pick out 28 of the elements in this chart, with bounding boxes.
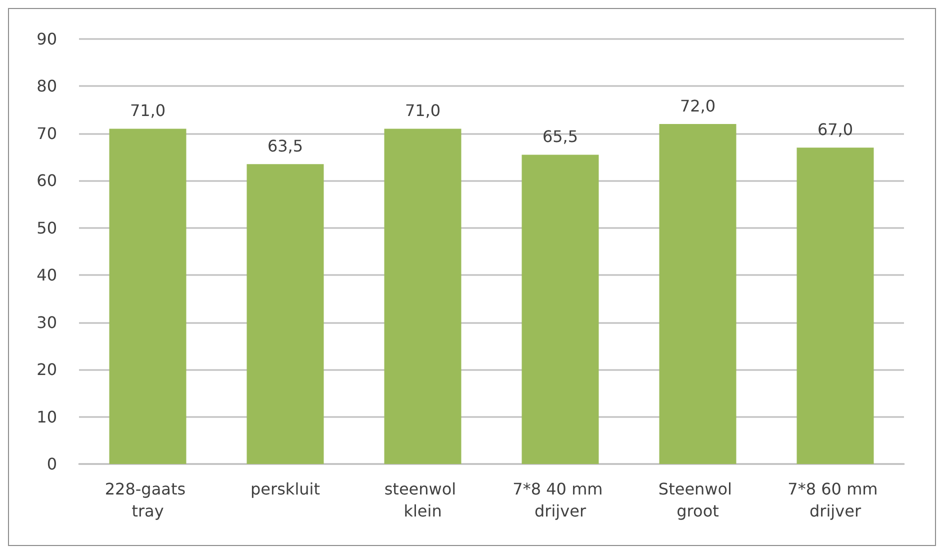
bar	[659, 124, 736, 464]
y-tick-label: 40	[36, 266, 57, 285]
bar	[796, 148, 874, 464]
y-tick-label: 0	[46, 454, 57, 474]
x-tick-label: steenwol klein	[384, 480, 462, 520]
data-label: 72,0	[680, 96, 716, 116]
bar	[522, 154, 599, 464]
data-label: 65,5	[542, 127, 578, 146]
data-label: 63,5	[267, 136, 304, 156]
data-label: 67,0	[817, 120, 854, 140]
y-tick-label: 20	[36, 360, 57, 380]
data-label: 71,0	[130, 101, 166, 120]
y-tick-label: 30	[36, 312, 57, 332]
y-tick-label: 10	[36, 407, 57, 426]
y-tick-label: 80	[36, 76, 57, 96]
x-tick-label: perskluit	[250, 480, 320, 498]
x-tick-label: Steenwol groot	[658, 480, 738, 520]
bar	[109, 128, 186, 464]
data-label: 71,0	[404, 101, 441, 120]
y-tick-label: 60	[36, 171, 57, 190]
x-tick-label: 7*8 60 mm drijver	[788, 480, 883, 520]
y-tick-label: 70	[36, 124, 57, 143]
y-tick-label: 50	[36, 218, 57, 238]
x-tick-label: 228-gaats tray	[104, 480, 191, 520]
y-tick-label: 90	[36, 30, 57, 48]
bar	[384, 128, 462, 464]
x-tick-label: 7*8 40 mm drijver	[512, 480, 608, 520]
bar	[246, 164, 324, 464]
